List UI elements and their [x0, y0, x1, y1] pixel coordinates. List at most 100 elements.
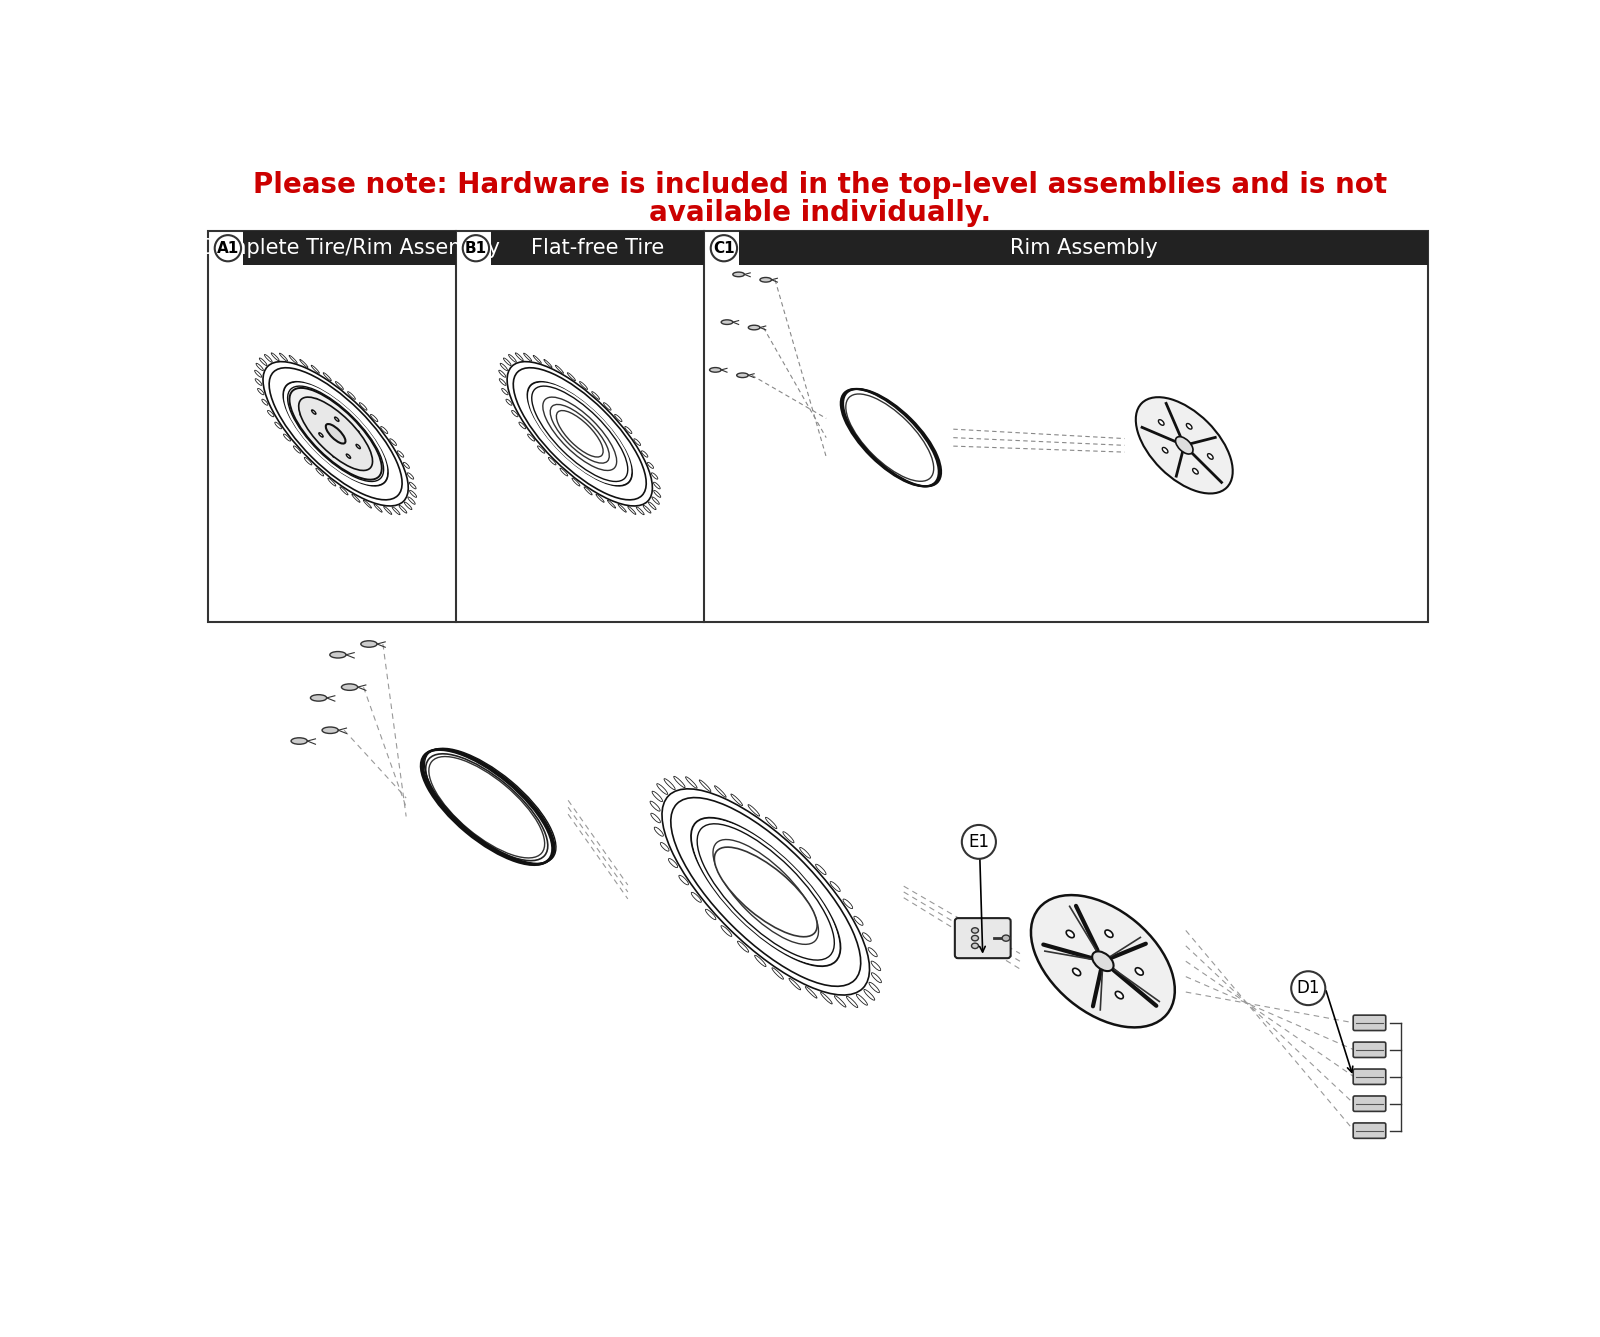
- Ellipse shape: [267, 410, 274, 417]
- Ellipse shape: [531, 386, 627, 481]
- Ellipse shape: [653, 792, 662, 802]
- Ellipse shape: [698, 824, 834, 960]
- Ellipse shape: [290, 388, 382, 480]
- Ellipse shape: [544, 360, 552, 368]
- Ellipse shape: [299, 397, 373, 471]
- Ellipse shape: [341, 685, 358, 690]
- Text: Rim Assembly: Rim Assembly: [1010, 238, 1157, 258]
- Ellipse shape: [643, 505, 651, 513]
- Ellipse shape: [661, 842, 669, 852]
- Ellipse shape: [1093, 952, 1114, 971]
- Ellipse shape: [410, 483, 416, 489]
- Ellipse shape: [971, 936, 979, 941]
- Ellipse shape: [651, 497, 659, 504]
- Ellipse shape: [805, 987, 818, 999]
- Ellipse shape: [691, 818, 840, 967]
- Ellipse shape: [504, 358, 510, 365]
- Ellipse shape: [571, 479, 579, 487]
- Ellipse shape: [674, 777, 685, 787]
- Ellipse shape: [568, 373, 576, 381]
- Ellipse shape: [749, 805, 760, 816]
- Circle shape: [962, 825, 995, 858]
- Ellipse shape: [608, 500, 616, 508]
- Ellipse shape: [291, 738, 307, 745]
- Text: Please note: Hardware is included in the top-level assemblies and is not: Please note: Hardware is included in the…: [253, 171, 1387, 199]
- Ellipse shape: [326, 424, 346, 444]
- Ellipse shape: [283, 435, 291, 441]
- Ellipse shape: [410, 491, 416, 497]
- FancyBboxPatch shape: [1354, 1042, 1386, 1058]
- Ellipse shape: [771, 968, 784, 979]
- Ellipse shape: [283, 382, 387, 485]
- Ellipse shape: [347, 392, 355, 400]
- Ellipse shape: [555, 365, 563, 373]
- Ellipse shape: [715, 786, 726, 797]
- Ellipse shape: [272, 353, 278, 361]
- Ellipse shape: [512, 410, 518, 417]
- Ellipse shape: [360, 402, 366, 410]
- Ellipse shape: [499, 370, 506, 377]
- Ellipse shape: [258, 389, 264, 394]
- Ellipse shape: [651, 813, 661, 822]
- Ellipse shape: [685, 777, 698, 789]
- Ellipse shape: [765, 817, 778, 829]
- Ellipse shape: [256, 364, 264, 370]
- Ellipse shape: [550, 404, 610, 463]
- Ellipse shape: [654, 828, 664, 836]
- Ellipse shape: [816, 864, 826, 874]
- Ellipse shape: [597, 495, 605, 503]
- Circle shape: [1291, 971, 1325, 1005]
- Ellipse shape: [854, 916, 862, 925]
- Ellipse shape: [312, 365, 320, 373]
- Ellipse shape: [312, 410, 315, 414]
- Ellipse shape: [870, 961, 880, 971]
- Ellipse shape: [800, 848, 811, 858]
- Ellipse shape: [618, 504, 626, 512]
- Ellipse shape: [363, 500, 371, 508]
- Ellipse shape: [334, 417, 339, 421]
- Ellipse shape: [259, 358, 267, 365]
- Ellipse shape: [405, 503, 411, 509]
- Ellipse shape: [533, 356, 541, 364]
- Text: E1: E1: [968, 833, 989, 850]
- Ellipse shape: [584, 487, 592, 495]
- Ellipse shape: [336, 381, 344, 389]
- Ellipse shape: [872, 973, 882, 983]
- Ellipse shape: [286, 384, 386, 484]
- Ellipse shape: [408, 473, 414, 479]
- Ellipse shape: [390, 439, 397, 445]
- Ellipse shape: [262, 400, 267, 405]
- Text: available individually.: available individually.: [650, 199, 990, 227]
- Ellipse shape: [722, 925, 731, 936]
- Ellipse shape: [560, 468, 568, 476]
- Ellipse shape: [1072, 968, 1080, 976]
- Ellipse shape: [528, 435, 534, 441]
- Ellipse shape: [397, 451, 403, 457]
- Bar: [208, 231, 1429, 623]
- Ellipse shape: [637, 507, 645, 515]
- Ellipse shape: [862, 933, 870, 941]
- Text: Complete Tire/Rim Assembly: Complete Tire/Rim Assembly: [198, 238, 499, 258]
- Ellipse shape: [706, 909, 715, 920]
- Circle shape: [214, 235, 242, 261]
- Ellipse shape: [506, 400, 512, 405]
- Ellipse shape: [731, 794, 742, 806]
- Ellipse shape: [264, 354, 272, 362]
- Ellipse shape: [1192, 468, 1198, 475]
- Ellipse shape: [288, 386, 384, 481]
- Ellipse shape: [275, 422, 282, 429]
- Ellipse shape: [403, 463, 410, 468]
- Ellipse shape: [830, 881, 840, 892]
- Ellipse shape: [530, 384, 630, 484]
- Ellipse shape: [1106, 931, 1114, 937]
- Ellipse shape: [626, 427, 632, 433]
- Ellipse shape: [579, 381, 587, 389]
- Ellipse shape: [843, 898, 853, 909]
- Ellipse shape: [514, 368, 646, 500]
- Ellipse shape: [634, 439, 640, 445]
- Ellipse shape: [328, 479, 336, 487]
- Ellipse shape: [523, 353, 531, 361]
- Ellipse shape: [869, 983, 880, 992]
- Ellipse shape: [1162, 448, 1168, 453]
- Ellipse shape: [670, 798, 861, 987]
